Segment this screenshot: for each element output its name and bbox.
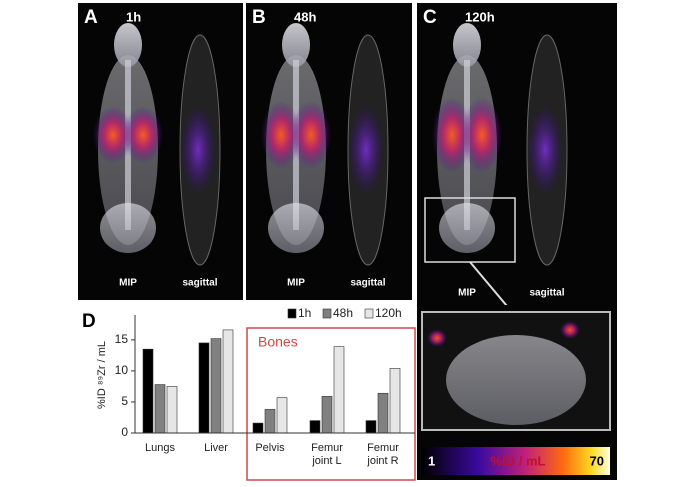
sagittal-uptake <box>180 105 216 195</box>
view-label: sagittal <box>350 278 385 289</box>
annotation: Bones <box>258 334 298 350</box>
y-tick-label: 10 <box>115 363 129 377</box>
bar <box>276 397 288 434</box>
panel-letter: A <box>84 7 98 28</box>
image-panel: C 120h MIP sagittal <box>417 3 617 305</box>
view-label: sagittal <box>529 288 564 299</box>
annotation-box <box>246 327 416 481</box>
colorbar-label: %ID / mL <box>491 453 546 468</box>
uptake-right <box>123 106 163 164</box>
sagittal-uptake <box>348 105 384 195</box>
mouse-pelvis <box>100 203 156 253</box>
x-tick-label: Liver <box>204 442 228 454</box>
y-tick-label: 5 <box>121 394 128 408</box>
time-label: 120h <box>465 9 495 24</box>
zoom-hotspot <box>427 329 447 347</box>
legend-swatch <box>287 308 297 319</box>
view-label: MIP <box>119 278 137 289</box>
bar <box>365 420 377 434</box>
bar <box>321 396 333 434</box>
mouse-skull <box>453 23 481 67</box>
view-label: MIP <box>287 278 305 289</box>
colorbar <box>422 447 610 475</box>
legend-label: 120h <box>375 306 402 320</box>
uptake-right <box>291 100 331 170</box>
x-tick-label: Femur joint L <box>311 442 343 467</box>
zoom-pelvis <box>446 335 586 425</box>
uptake-left <box>261 100 301 170</box>
uptake-left <box>93 106 133 164</box>
sagittal-uptake <box>527 105 563 195</box>
mouse-pelvis <box>439 203 495 253</box>
uptake-left <box>432 97 472 173</box>
legend-label: 48h <box>333 306 353 320</box>
bar <box>389 368 401 434</box>
colorbar-min: 1 <box>428 453 435 468</box>
bar <box>222 329 234 434</box>
panel-letter: B <box>252 7 266 28</box>
bar <box>333 346 345 434</box>
legend-label: 1h <box>298 306 311 320</box>
mouse-skull <box>114 23 142 67</box>
time-label: 1h <box>126 9 141 24</box>
uptake-right <box>462 97 502 173</box>
zoom-hotspot <box>560 321 580 339</box>
panel-letter: C <box>423 7 437 28</box>
image-panels: A 1h MIP sagittal B 48h MIP sagittal C 120h MIP sag… <box>78 3 617 480</box>
view-label: sagittal <box>182 278 217 289</box>
bar <box>210 338 222 434</box>
bar <box>154 384 166 434</box>
mouse-skull <box>282 23 310 67</box>
y-tick-label: 0 <box>121 425 128 439</box>
bar <box>166 386 178 434</box>
bar <box>264 409 276 434</box>
image-panel: B 48h MIP sagittal <box>246 3 412 300</box>
colorbar-max: 70 <box>590 453 604 468</box>
bar-chart: D%ID ⁸⁹Zr / mL Bones 0 5 10 15 1h 48h 120h <box>82 306 416 481</box>
x-tick-label: Lungs <box>145 442 175 454</box>
x-tick-label: Pelvis <box>255 442 285 454</box>
y-axis-title: %ID ⁸⁹Zr / mL <box>96 341 108 409</box>
legend-swatch <box>364 308 374 319</box>
bar <box>198 342 210 434</box>
view-label: MIP <box>458 288 476 299</box>
image-panel: A 1h MIP sagittal <box>78 3 243 300</box>
bar <box>309 420 321 434</box>
bar <box>377 392 389 434</box>
bar <box>142 348 154 434</box>
roi-arrow <box>469 261 513 313</box>
y-tick-label: 15 <box>115 332 129 346</box>
x-tick-label: Femur joint R <box>367 442 399 467</box>
mouse-pelvis <box>268 203 324 253</box>
bar <box>252 422 264 434</box>
time-label: 48h <box>294 9 316 24</box>
panel-letter: D <box>82 311 96 332</box>
legend-swatch <box>322 308 332 319</box>
